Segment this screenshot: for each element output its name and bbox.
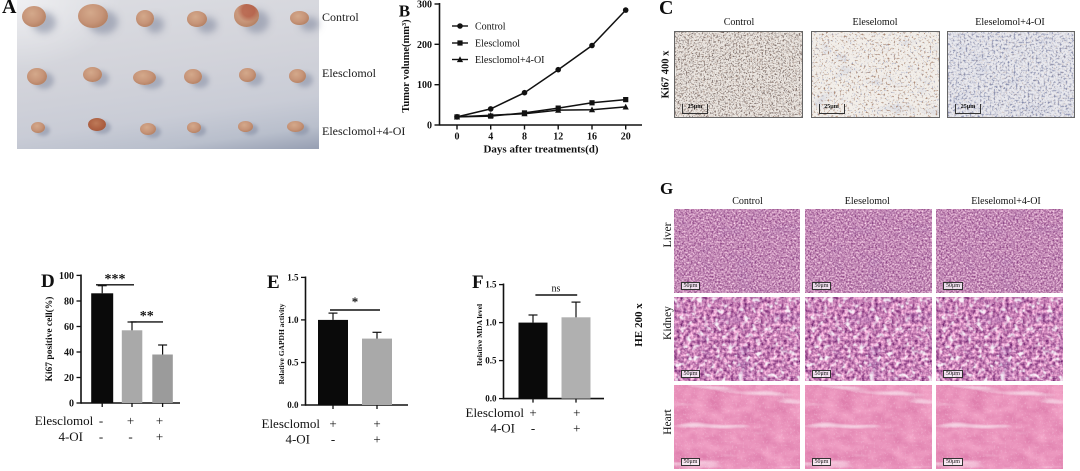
svg-text:Elesclomol: Elesclomol [466,405,525,420]
svg-text:+: + [329,416,336,431]
svg-text:1.0: 1.0 [485,318,497,328]
svg-text:60: 60 [64,322,74,333]
svg-text:Days after treatments(d): Days after treatments(d) [483,144,598,156]
svg-text:+: + [373,432,380,447]
svg-text:1.0: 1.0 [287,315,299,325]
svg-text:100: 100 [417,80,432,91]
svg-text:4-OI: 4-OI [490,421,515,436]
svg-text:0.0: 0.0 [287,400,299,410]
svg-text:+: + [156,413,163,428]
svg-text:8: 8 [522,132,527,143]
svg-text:Ki67 positive cell(%): Ki67 positive cell(%) [44,297,55,382]
svg-text:**: ** [140,309,154,324]
svg-text:***: *** [105,272,126,287]
svg-text:+: + [127,413,134,428]
svg-text:E: E [267,272,280,293]
svg-text:1.5: 1.5 [287,272,299,282]
svg-text:-: - [128,429,132,444]
svg-text:80: 80 [64,297,74,308]
svg-text:+: + [573,405,580,420]
svg-text:Tumor volume(mm³): Tumor volume(mm³) [401,19,412,113]
svg-text:Elesclomol: Elesclomol [35,413,94,428]
svg-text:+: + [156,429,163,444]
svg-text:B: B [399,2,410,21]
svg-text:-: - [99,429,103,444]
svg-text:200: 200 [417,40,432,51]
svg-text:300: 300 [417,0,432,11]
svg-text:+: + [373,416,380,431]
svg-text:D: D [41,271,55,292]
svg-text:Relative MDA level: Relative MDA level [475,304,484,366]
svg-text:12: 12 [553,132,563,143]
svg-text:-: - [99,413,103,428]
svg-text:16: 16 [587,132,597,143]
svg-text:Elesclomol+4-OI: Elesclomol+4-OI [475,55,545,66]
svg-text:Relative GAPDH activity: Relative GAPDH activity [277,303,286,384]
svg-text:Elesclomol: Elesclomol [475,39,520,50]
svg-text:F: F [472,272,484,293]
svg-text:Elesclomol: Elesclomol [262,416,321,431]
svg-text:-: - [331,432,335,447]
svg-text:0.0: 0.0 [485,394,497,404]
svg-text:40: 40 [64,348,74,359]
svg-text:20: 20 [621,132,631,143]
svg-text:*: * [352,294,359,309]
svg-text:0.5: 0.5 [485,356,497,366]
svg-text:-: - [531,421,535,436]
svg-text:1.5: 1.5 [485,280,497,290]
svg-text:Control: Control [475,22,506,33]
svg-text:0: 0 [69,399,74,410]
svg-text:4: 4 [488,132,493,143]
svg-text:4-OI: 4-OI [285,432,310,447]
svg-text:20: 20 [64,373,74,384]
svg-text:100: 100 [59,271,74,282]
svg-text:ns: ns [552,284,561,295]
svg-text:4-OI: 4-OI [58,429,83,444]
svg-text:0: 0 [455,132,460,143]
svg-text:0.5: 0.5 [287,358,299,368]
svg-text:+: + [529,405,536,420]
svg-text:0: 0 [427,121,432,132]
svg-text:+: + [573,421,580,436]
